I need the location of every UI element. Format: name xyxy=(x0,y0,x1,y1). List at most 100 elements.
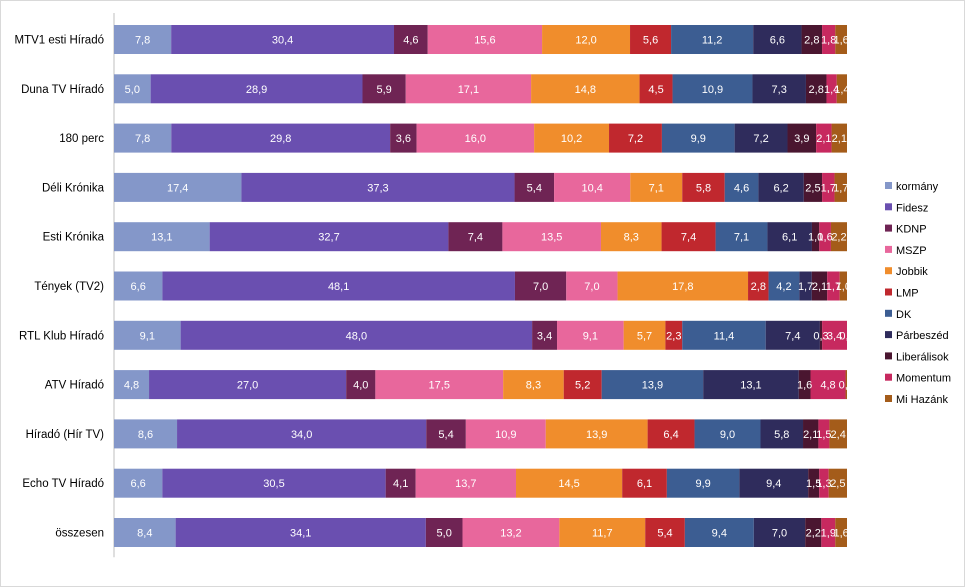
bar-segment xyxy=(114,320,181,350)
legend-swatch xyxy=(885,331,892,339)
bar-segment xyxy=(830,222,847,252)
data-label: 1,0 xyxy=(836,281,851,293)
data-label: 4,2 xyxy=(776,281,791,293)
data-label: 5,0 xyxy=(437,528,452,540)
data-label: 2,1 xyxy=(812,281,827,293)
data-label: 9,9 xyxy=(695,478,710,490)
bar-segment xyxy=(839,271,847,301)
data-label: 10,2 xyxy=(561,133,582,145)
bar-segment xyxy=(448,222,503,252)
bar-segment xyxy=(671,25,754,54)
bar-segment xyxy=(665,320,683,350)
bar-segment xyxy=(427,25,543,54)
data-label: 2,4 xyxy=(831,429,846,441)
data-label: 1,4 xyxy=(834,84,849,96)
bar-segment xyxy=(394,25,428,54)
bar-segment xyxy=(623,320,666,350)
bar-segment xyxy=(375,370,504,400)
data-label: 1,0 xyxy=(808,232,823,244)
bar-segment xyxy=(827,271,840,301)
bar-segment xyxy=(542,25,631,54)
data-label: 7,8 xyxy=(135,133,150,145)
data-label: 5,8 xyxy=(696,182,711,194)
data-label: 29,8 xyxy=(270,133,291,145)
legend-swatch xyxy=(885,267,892,275)
bar-segment xyxy=(175,518,426,547)
data-label: 4,8 xyxy=(820,380,835,392)
data-label: 13,1 xyxy=(740,380,761,392)
bar-segment xyxy=(694,419,761,449)
data-label: 1,4 xyxy=(824,84,839,96)
data-label: 13,2 xyxy=(500,528,521,540)
data-label: 7,0 xyxy=(533,281,548,293)
bar-segment xyxy=(385,468,416,498)
data-label: 11,4 xyxy=(714,330,735,342)
bar-segment xyxy=(816,123,832,153)
data-label: 3,4 xyxy=(537,330,552,342)
data-label: 48,0 xyxy=(346,330,367,342)
data-label: 1,7 xyxy=(833,182,848,194)
legend-swatch xyxy=(885,373,892,381)
bar-segment xyxy=(465,419,546,449)
data-label: 6,4 xyxy=(663,429,678,441)
legend-label: kormány xyxy=(896,181,939,193)
data-label: 5,6 xyxy=(643,35,658,47)
bar-segment xyxy=(768,271,800,301)
bar-segment xyxy=(748,271,769,301)
bar-segment xyxy=(639,74,673,104)
bar-segment xyxy=(661,123,735,153)
data-label: 0,2 xyxy=(839,380,854,392)
bar-segment xyxy=(811,222,820,252)
data-label: 7,8 xyxy=(135,35,150,47)
data-label: 5,4 xyxy=(438,429,453,441)
bar-segments xyxy=(114,25,847,547)
bar-segment xyxy=(532,320,558,350)
data-label: 2,8 xyxy=(809,84,824,96)
data-label: 4,8 xyxy=(124,380,139,392)
bar-segment xyxy=(630,25,672,54)
data-label: 34,1 xyxy=(290,528,311,540)
data-label: 7,4 xyxy=(468,232,483,244)
data-label: 7,0 xyxy=(772,528,787,540)
data-label: 13,9 xyxy=(586,429,607,441)
bar-segment xyxy=(835,25,847,54)
data-label: 5,8 xyxy=(774,429,789,441)
legend-swatch xyxy=(885,309,892,317)
data-label: 2,8 xyxy=(751,281,766,293)
data-label: 2,1 xyxy=(816,133,831,145)
data-label: 48,1 xyxy=(328,281,349,293)
bar-segment xyxy=(703,370,799,400)
data-label: 0,3 xyxy=(813,330,828,342)
data-label: 1,5 xyxy=(816,429,831,441)
data-label: 10,4 xyxy=(581,182,602,194)
bar-segment xyxy=(834,172,847,202)
data-label: 1,5 xyxy=(806,478,821,490)
bar-segment xyxy=(209,222,449,252)
legend-swatch xyxy=(885,352,892,360)
data-label: 5,0 xyxy=(125,84,140,96)
bar-segment xyxy=(803,419,819,449)
data-label: 7,3 xyxy=(772,84,787,96)
bar-segment xyxy=(559,518,646,547)
legend-label: DK xyxy=(896,309,912,321)
bar-segment xyxy=(600,222,662,252)
legend-label: Liberálisok xyxy=(896,351,949,363)
bar-segment xyxy=(415,468,517,498)
bar-segment xyxy=(545,419,648,449)
bar-segment xyxy=(514,271,567,301)
bar-segment xyxy=(811,271,828,301)
bar-segment xyxy=(810,370,846,400)
bar-segment xyxy=(647,419,695,449)
bar-segment xyxy=(425,518,463,547)
data-label: 8,4 xyxy=(137,528,152,540)
data-label: 3,4 xyxy=(827,330,842,342)
data-label: 8,6 xyxy=(138,429,153,441)
bar-segment xyxy=(609,123,662,153)
bar-segment xyxy=(682,320,766,350)
data-label: 10,9 xyxy=(495,429,516,441)
data-label: 1,9 xyxy=(821,528,836,540)
bar-segment xyxy=(516,468,623,498)
bar-segment xyxy=(819,320,823,350)
bar-segment xyxy=(534,123,610,153)
